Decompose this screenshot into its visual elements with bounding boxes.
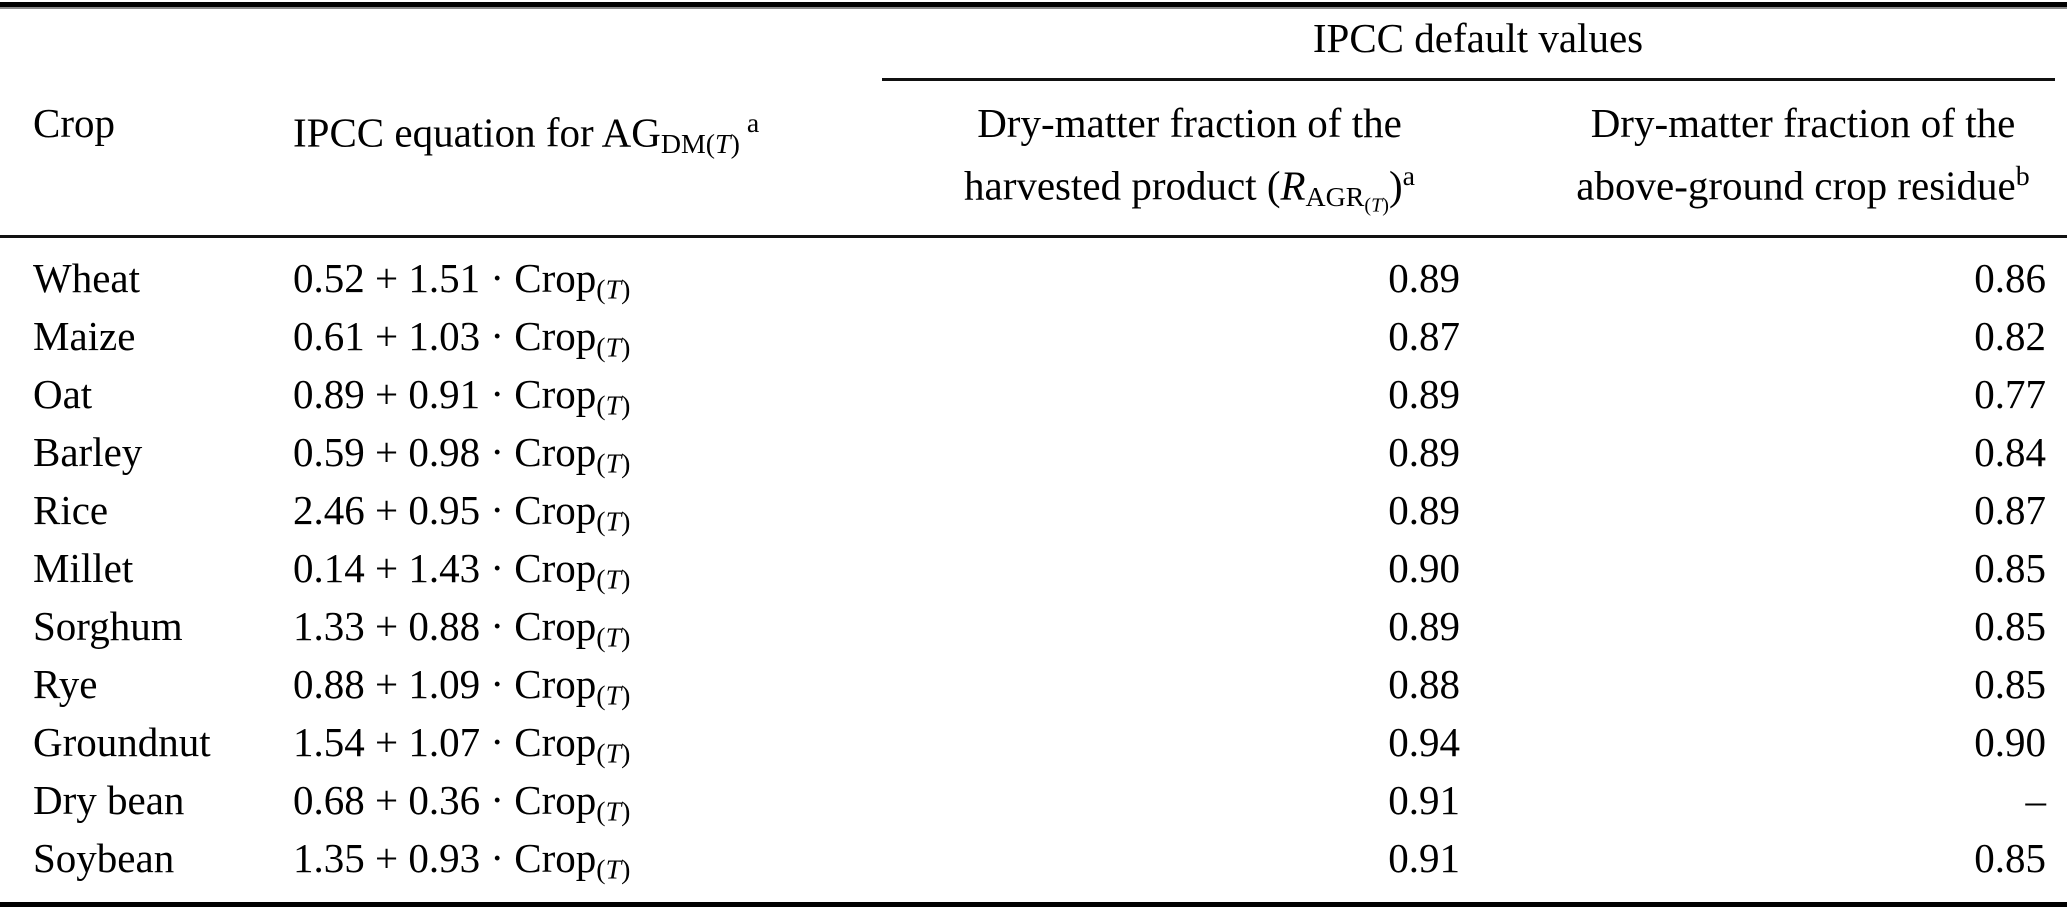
dm-residue-value-cell: 0.87	[1974, 487, 2046, 533]
equation-cell: 0.61 + 1.03 · Crop(T)	[293, 313, 631, 364]
equation-cell: 1.35 + 0.93 · Crop(T)	[293, 835, 631, 886]
footnote-marker-a: a	[746, 108, 760, 139]
equation-cell: 0.89 + 0.91 · Crop(T)	[293, 371, 631, 422]
dm-harvested-value-cell: 0.89	[1388, 255, 1460, 301]
table-row: Millet 0.14 + 1.43 · Crop(T) 0.90 0.85	[0, 539, 2067, 597]
group-header-underline	[882, 78, 2055, 81]
equation-cell: 0.68 + 0.36 · Crop(T)	[293, 777, 631, 828]
equation-subscript: (T)	[596, 564, 631, 596]
symbol-R-subsubscript: (T)	[1364, 194, 1389, 217]
dm-harvested-line2: harvested product (RAGR(T))a	[964, 161, 1415, 217]
table-row: Groundnut 1.54 + 1.07 · Crop(T) 0.94 0.9…	[0, 713, 2067, 771]
group-header-ipcc-default-values: IPCC default values	[1312, 15, 1644, 61]
table-row: Rye 0.88 + 1.09 · Crop(T) 0.88 0.85	[0, 655, 2067, 713]
equation-cell: 1.33 + 0.88 · Crop(T)	[293, 603, 631, 654]
equation-cell: 0.88 + 1.09 · Crop(T)	[293, 661, 631, 712]
footnote-marker-a: a	[1402, 161, 1415, 192]
header-separator-rule	[0, 235, 2067, 238]
equation-subscript: (T)	[596, 332, 631, 364]
dm-residue-value-cell: 0.77	[1974, 371, 2046, 417]
table-row: Soybean 1.35 + 0.93 · Crop(T) 0.91 0.85	[0, 829, 2067, 887]
table-row: Wheat 0.52 + 1.51 · Crop(T) 0.89 0.86	[0, 249, 2067, 307]
crop-name-cell: Barley	[33, 429, 143, 475]
table-row: Oat 0.89 + 0.91 · Crop(T) 0.89 0.77	[0, 365, 2067, 423]
table-row: Sorghum 1.33 + 0.88 · Crop(T) 0.89 0.85	[0, 597, 2067, 655]
equation-subscript: (T)	[596, 622, 631, 654]
dm-harvested-line1: Dry-matter fraction of the	[977, 100, 1402, 146]
table-row: Barley 0.59 + 0.98 · Crop(T) 0.89 0.84	[0, 423, 2067, 481]
symbol-R-subscript: AGR	[1305, 182, 1365, 214]
equation-cell: 0.52 + 1.51 · Crop(T)	[293, 255, 631, 306]
equation-subscript: (T)	[596, 680, 631, 712]
column-header-crop: Crop	[33, 100, 115, 146]
dm-harvested-value-cell: 0.89	[1388, 429, 1460, 475]
dm-harvested-value-cell: 0.89	[1388, 603, 1460, 649]
crop-name-cell: Groundnut	[33, 719, 211, 765]
equation-subscript: (T)	[596, 738, 631, 770]
table-row: Maize 0.61 + 1.03 · Crop(T) 0.87 0.82	[0, 307, 2067, 365]
dm-harvested-value-cell: 0.91	[1388, 777, 1460, 823]
symbol-R: R	[1280, 162, 1306, 209]
column-header-dm-residue: Dry-matter fraction of the above-ground …	[1561, 97, 2045, 212]
table-bottom-rule	[0, 902, 2067, 907]
column-header-ipcc-equation: IPCC equation for AGDM(T)a	[293, 97, 759, 171]
equation-cell: 0.59 + 0.98 · Crop(T)	[293, 429, 631, 480]
equation-subscript: (T)	[596, 796, 631, 828]
equation-cell: 0.14 + 1.43 · Crop(T)	[293, 545, 631, 596]
equation-subscript: (T)	[596, 854, 631, 886]
dm-harvested-value-cell: 0.87	[1388, 313, 1460, 359]
dm-residue-value-cell: –	[2025, 777, 2047, 823]
crop-name-cell: Soybean	[33, 835, 175, 881]
dm-residue-value-cell: 0.85	[1974, 603, 2046, 649]
column-header-dm-harvested: Dry-matter fraction of the harvested pro…	[911, 97, 1468, 233]
equation-header-text: IPCC equation for AG	[293, 109, 661, 156]
table-body: Wheat 0.52 + 1.51 · Crop(T) 0.89 0.86 Ma…	[0, 249, 2067, 887]
dm-residue-line2: above-ground crop residueb	[1576, 161, 2030, 209]
table-row: Dry bean 0.68 + 0.36 · Crop(T) 0.91 –	[0, 771, 2067, 829]
dm-residue-value-cell: 0.90	[1974, 719, 2046, 765]
equation-cell: 2.46 + 0.95 · Crop(T)	[293, 487, 631, 538]
dm-residue-value-cell: 0.82	[1974, 313, 2046, 359]
dm-residue-value-cell: 0.85	[1974, 545, 2046, 591]
equation-subscript: (T)	[596, 390, 631, 422]
dm-residue-value-cell: 0.84	[1974, 429, 2046, 475]
table-row: Rice 2.46 + 0.95 · Crop(T) 0.89 0.87	[0, 481, 2067, 539]
footnote-marker-b: b	[2015, 161, 2030, 192]
equation-subscript: (T)	[596, 506, 631, 538]
crop-name-cell: Sorghum	[33, 603, 183, 649]
dm-harvested-value-cell: 0.94	[1388, 719, 1460, 765]
crop-name-cell: Maize	[33, 313, 136, 359]
equation-cell: 1.54 + 1.07 · Crop(T)	[293, 719, 631, 770]
dm-residue-line1: Dry-matter fraction of the	[1590, 100, 2016, 146]
table-top-rule	[0, 2, 2067, 7]
crop-name-cell: Wheat	[33, 255, 140, 301]
dm-harvested-value-cell: 0.89	[1388, 487, 1460, 533]
equation-header-subscript: DM(T)	[660, 129, 740, 161]
dm-harvested-value-cell: 0.90	[1388, 545, 1460, 591]
equation-subscript: (T)	[596, 448, 631, 480]
dm-harvested-value-cell: 0.89	[1388, 371, 1460, 417]
table-top-rule-thin	[0, 7, 2067, 9]
dm-harvested-value-cell: 0.88	[1388, 661, 1460, 707]
dm-residue-value-cell: 0.86	[1974, 255, 2046, 301]
crop-name-cell: Rice	[33, 487, 109, 533]
crop-name-cell: Millet	[33, 545, 134, 591]
dm-residue-value-cell: 0.85	[1974, 661, 2046, 707]
crop-name-cell: Rye	[33, 661, 98, 707]
crop-name-cell: Dry bean	[33, 777, 185, 823]
dm-harvested-value-cell: 0.91	[1388, 835, 1460, 881]
crop-name-cell: Oat	[33, 371, 93, 417]
dm-residue-value-cell: 0.85	[1974, 835, 2046, 881]
equation-subscript: (T)	[596, 274, 631, 306]
